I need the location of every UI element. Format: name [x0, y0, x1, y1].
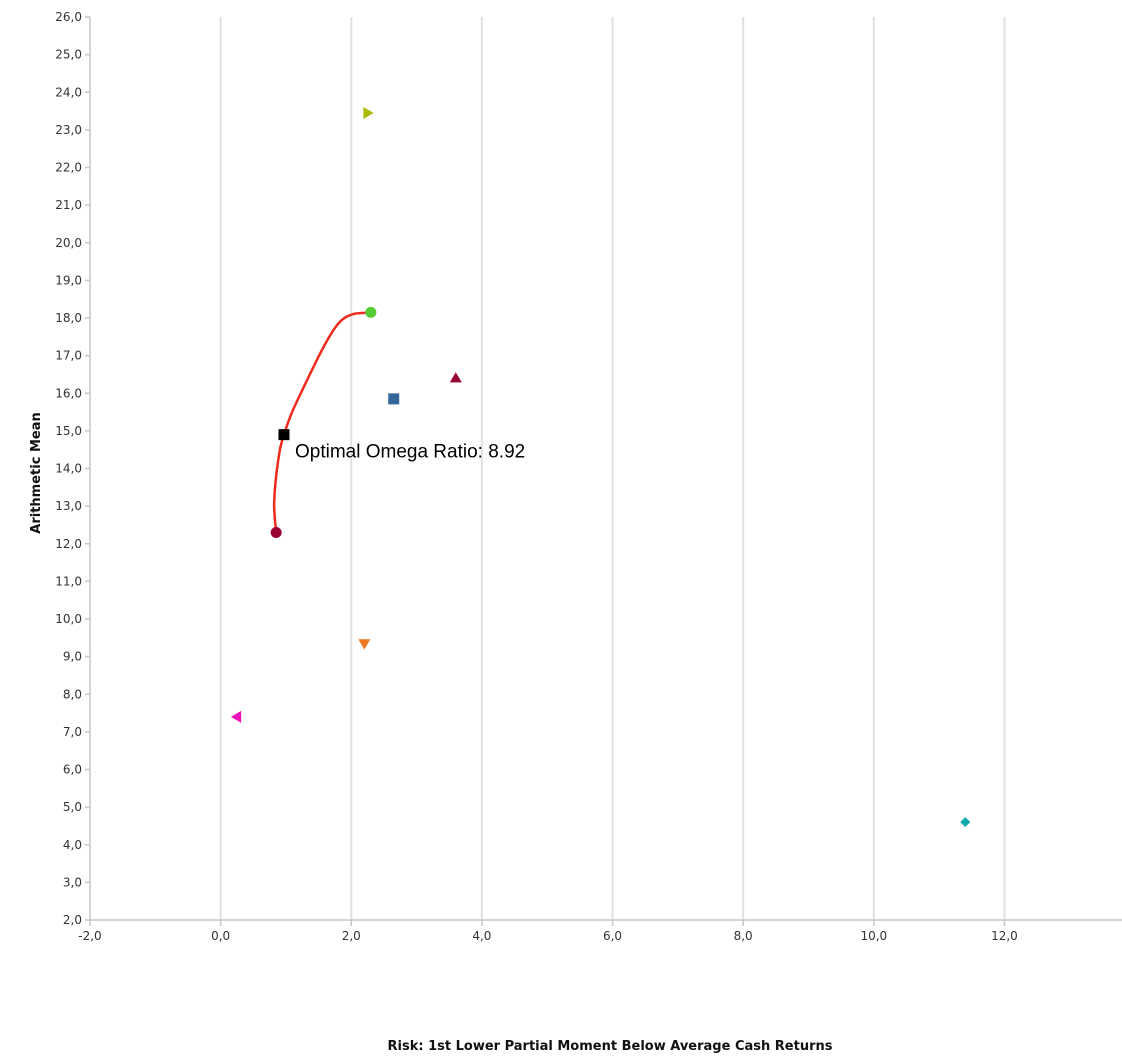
y-tick-label: 13,0 — [55, 499, 82, 513]
y-tick-label: 4,0 — [63, 838, 82, 852]
y-axis-ticks: 2,0 3,0 4,0 5,0 6,0 7,0 8,0 9,0 10,0 11,0 12,0 13,0… — [55, 10, 90, 927]
y-tick-label: 17,0 — [55, 349, 82, 363]
point-triangle-right — [363, 106, 374, 119]
point-circle — [270, 526, 282, 538]
y-tick-label: 6,0 — [63, 763, 82, 777]
y-tick-label: 20,0 — [55, 236, 82, 250]
efficient-frontier — [272, 311, 372, 533]
frontier-line — [272, 311, 372, 533]
y-tick-label: 24,0 — [55, 85, 82, 99]
y-tick-label: 12,0 — [55, 537, 82, 551]
x-tick-label: -2,0 — [78, 929, 101, 943]
x-tick-label: 0,0 — [211, 929, 230, 943]
y-tick-label: 14,0 — [55, 462, 82, 476]
x-tick-label: 12,0 — [991, 929, 1018, 943]
y-tick-label: 7,0 — [63, 725, 82, 739]
x-tick-label: 8,0 — [734, 929, 753, 943]
x-tick-label: 10,0 — [860, 929, 887, 943]
x-tick-label: 4,0 — [472, 929, 491, 943]
y-tick-label: 15,0 — [55, 424, 82, 438]
annotation-label: Optimal Omega Ratio: 8.92 — [295, 442, 525, 463]
x-tick-label: 6,0 — [603, 929, 622, 943]
x-tick-label: 2,0 — [342, 929, 361, 943]
y-tick-label: 26,0 — [55, 10, 82, 24]
point-diamond — [960, 817, 971, 828]
y-tick-label: 5,0 — [63, 800, 82, 814]
axes — [89, 17, 1122, 921]
y-tick-label: 21,0 — [55, 198, 82, 212]
y-tick-label: 18,0 — [55, 311, 82, 325]
y-tick-label: 9,0 — [63, 650, 82, 664]
annotations: Optimal Omega Ratio: 8.92 — [295, 442, 525, 463]
y-tick-label: 2,0 — [63, 913, 82, 927]
point-triangle-left — [230, 710, 242, 723]
y-tick-label: 8,0 — [63, 687, 82, 701]
y-tick-label: 16,0 — [55, 386, 82, 400]
x-axis-title: Risk: 1st Lower Partial Moment Below Ave… — [388, 1039, 833, 1054]
y-tick-label: 25,0 — [55, 48, 82, 62]
y-tick-label: 10,0 — [55, 612, 82, 626]
point-square — [278, 429, 290, 441]
y-tick-label: 11,0 — [55, 574, 82, 588]
y-tick-label: 23,0 — [55, 123, 82, 137]
y-tick-label: 22,0 — [55, 161, 82, 175]
x-axis-ticks: -2,0 0,0 2,0 4,0 6,0 8,0 10,0 12,0 — [78, 920, 1018, 943]
point-triangle-down — [358, 639, 371, 650]
y-tick-label: 3,0 — [63, 875, 82, 889]
data-points — [230, 106, 971, 828]
grid — [219, 17, 1006, 920]
y-axis-title: Arithmetic Mean — [29, 412, 44, 533]
point-square — [388, 393, 400, 405]
point-triangle-up — [449, 372, 462, 383]
point-circle — [365, 306, 377, 318]
y-tick-label: 19,0 — [55, 273, 82, 287]
